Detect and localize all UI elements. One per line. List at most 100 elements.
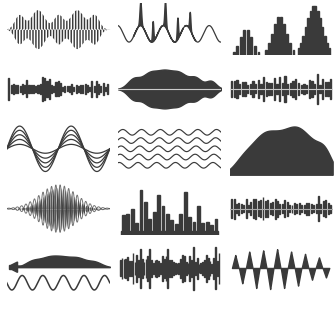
Bar <box>306 85 307 93</box>
Bar <box>74 87 75 91</box>
Bar <box>120 260 121 276</box>
Bar <box>255 199 256 219</box>
Bar <box>213 258 214 279</box>
Bar <box>42 77 43 101</box>
Bar <box>255 84 256 93</box>
Bar <box>202 261 203 276</box>
Bar <box>144 202 147 235</box>
Bar <box>89 87 90 91</box>
Bar <box>210 225 213 235</box>
Bar <box>234 199 235 219</box>
Bar <box>236 80 238 98</box>
Bar <box>329 48 331 55</box>
Bar <box>67 86 68 92</box>
Bar <box>19 86 20 92</box>
Bar <box>127 257 128 280</box>
Bar <box>38 84 39 93</box>
Bar <box>160 263 161 274</box>
Bar <box>96 81 97 97</box>
Bar <box>140 249 141 288</box>
Bar <box>254 46 256 55</box>
Bar <box>35 86 36 92</box>
Bar <box>179 214 182 235</box>
Bar <box>236 204 237 213</box>
Bar <box>201 223 204 235</box>
Bar <box>311 204 312 213</box>
Bar <box>301 205 302 212</box>
Bar <box>303 84 304 94</box>
Bar <box>125 260 126 277</box>
Bar <box>208 258 209 279</box>
Bar <box>195 262 196 275</box>
Bar <box>60 83 61 95</box>
Bar <box>314 84 315 94</box>
Bar <box>284 200 285 217</box>
Bar <box>312 6 314 55</box>
Bar <box>274 78 275 100</box>
Bar <box>323 201 324 216</box>
Bar <box>76 85 77 93</box>
Bar <box>324 36 326 55</box>
Bar <box>330 205 331 212</box>
Bar <box>236 46 238 55</box>
Bar <box>78 86 79 92</box>
Bar <box>8 78 9 100</box>
Bar <box>129 261 130 276</box>
Bar <box>293 50 294 55</box>
Bar <box>319 85 321 93</box>
Bar <box>100 86 101 92</box>
Bar <box>166 214 169 235</box>
Bar <box>289 205 290 212</box>
Bar <box>184 192 186 235</box>
Bar <box>58 82 59 96</box>
Bar <box>49 79 50 99</box>
Bar <box>197 205 200 235</box>
Bar <box>325 200 326 217</box>
Bar <box>131 261 132 276</box>
Bar <box>82 84 83 93</box>
Bar <box>55 82 56 96</box>
Bar <box>91 81 92 97</box>
Bar <box>17 85 18 93</box>
Bar <box>9 265 11 269</box>
Bar <box>126 214 129 235</box>
Bar <box>65 86 66 92</box>
Bar <box>326 43 328 55</box>
Bar <box>274 24 276 55</box>
Bar <box>330 79 331 99</box>
Bar <box>263 77 264 101</box>
Bar <box>257 52 259 55</box>
Bar <box>53 86 54 92</box>
Bar <box>272 203 273 215</box>
Bar <box>253 199 254 218</box>
Bar <box>80 85 81 92</box>
Bar <box>29 84 30 93</box>
Bar <box>182 255 183 282</box>
Bar <box>234 81 235 97</box>
Bar <box>138 260 139 276</box>
Bar <box>271 34 273 55</box>
Bar <box>316 204 317 213</box>
Bar <box>46 81 47 97</box>
Bar <box>103 83 104 95</box>
Bar <box>280 17 282 55</box>
Bar <box>248 205 249 212</box>
Bar <box>122 215 125 235</box>
Bar <box>277 201 278 217</box>
Bar <box>328 203 329 214</box>
Bar <box>294 203 295 214</box>
Bar <box>317 11 319 55</box>
Bar <box>206 222 209 235</box>
Bar <box>258 201 259 216</box>
Bar <box>134 262 135 275</box>
Bar <box>268 83 270 95</box>
Bar <box>246 199 247 218</box>
Bar <box>40 84 41 94</box>
Bar <box>173 261 174 276</box>
Bar <box>217 261 218 276</box>
Bar <box>307 19 309 55</box>
Bar <box>282 204 283 213</box>
Bar <box>318 196 319 221</box>
Bar <box>250 37 252 55</box>
Bar <box>188 217 191 235</box>
